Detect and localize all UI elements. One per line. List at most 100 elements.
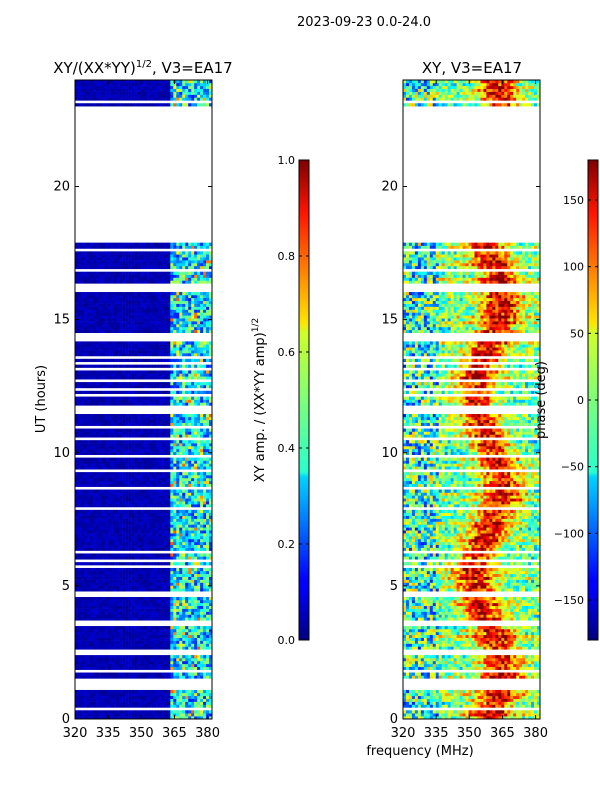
amp-heatmap-cell [98, 495, 103, 499]
amp-heatmap-cell [197, 480, 201, 485]
amp-heatmap-cell [86, 713, 91, 717]
amp-heatmap-cell [209, 472, 212, 476]
amp-heatmap-cell [197, 312, 201, 316]
amp-heatmap-cell [191, 480, 195, 485]
amp-heatmap-cell [107, 658, 112, 662]
amp-heatmap-cell [110, 562, 115, 566]
amp-heatmap-cell [113, 419, 117, 424]
amp-heatmap-cell [128, 588, 132, 592]
amp-heatmap-cell [107, 631, 112, 636]
amp-heatmap-cell [110, 512, 115, 516]
amp-heatmap-cell [113, 475, 117, 479]
amp-heatmap-cell [194, 660, 198, 665]
amp-heatmap-cell [75, 640, 79, 644]
amp-heatmap-cell [158, 434, 162, 438]
amp-heatmap-cell [75, 306, 79, 310]
amp-heatmap-cell [107, 672, 112, 676]
amp-heatmap-cell [77, 570, 82, 575]
amp-heatmap-cell [173, 434, 177, 438]
amp-heatmap-cell [140, 716, 144, 719]
amp-heatmap-cell [134, 396, 138, 400]
amp-heatmap-cell [122, 428, 126, 432]
amp-heatmap-cell [170, 634, 174, 638]
amp-heatmap-cell [146, 451, 150, 455]
amp-heatmap-cell [143, 341, 147, 345]
amp-heatmap-cell [83, 626, 88, 630]
amp-heatmap-cell [143, 457, 147, 461]
amp-heatmap-cell [134, 704, 138, 708]
amp-heatmap-cell [140, 536, 144, 540]
amp-heatmap-cell [173, 637, 177, 641]
amp-heatmap-cell [206, 541, 210, 546]
amp-heatmap-cell [98, 312, 103, 316]
amp-heatmap-cell [143, 501, 147, 505]
amp-heatmap-cell [167, 605, 171, 609]
amp-heatmap-cell [155, 402, 159, 406]
amp-heatmap-cell [149, 457, 153, 461]
amp-heatmap-cell [146, 419, 150, 424]
amp-heatmap-cell [86, 521, 91, 525]
amp-heatmap-cell [101, 431, 106, 435]
amp-heatmap-cell [89, 318, 94, 322]
amp-heatmap-cell [173, 576, 177, 580]
amp-heatmap-cell [170, 602, 174, 607]
amp-heatmap-cell [149, 660, 153, 665]
amp-heatmap-cell [128, 521, 132, 525]
amp-heatmap-cell [89, 477, 94, 482]
amp-heatmap-cell [191, 530, 195, 534]
amp-heatmap-cell [185, 541, 189, 546]
amp-heatmap-cell [185, 460, 189, 464]
amp-heatmap-cell [170, 419, 174, 424]
amp-heatmap-cell [137, 599, 141, 604]
amp-heatmap-cell [134, 643, 138, 647]
amp-heatmap-cell [98, 527, 103, 531]
amp-heatmap-cell [140, 445, 144, 450]
amp-heatmap-cell [92, 562, 97, 566]
amp-heatmap-cell [83, 646, 88, 650]
amp-heatmap-cell [170, 504, 174, 508]
amp-heatmap-cell [170, 695, 174, 699]
amp-heatmap-cell [116, 457, 120, 461]
amp-heatmap-cell [197, 396, 201, 400]
amp-heatmap-cell [203, 643, 207, 647]
amp-heatmap-cell [104, 495, 109, 499]
amp-heatmap-cell [146, 553, 150, 557]
amp-heatmap-cell [152, 457, 156, 461]
amp-heatmap-cell [143, 710, 147, 714]
amp-heatmap-cell [116, 501, 120, 505]
amp-heatmap-cell [152, 515, 156, 519]
amp-heatmap-cell [167, 538, 171, 543]
amp-heatmap-cell [116, 666, 120, 670]
amp-heatmap-cell [161, 475, 165, 479]
amp-heatmap-cell [197, 477, 201, 482]
amp-heatmap-cell [128, 553, 132, 557]
amp-heatmap-cell [113, 530, 117, 534]
amp-heatmap-cell [197, 599, 201, 604]
amp-heatmap-cell [203, 329, 207, 333]
amp-heatmap-cell [116, 515, 120, 519]
amp-heatmap-cell [98, 370, 103, 374]
amp-heatmap-cell [137, 602, 141, 607]
amp-heatmap-cell [140, 344, 144, 348]
amp-heatmap-cell [122, 414, 126, 418]
amp-heatmap-cell [155, 501, 159, 505]
amp-heatmap-cell [98, 509, 103, 514]
amp-heatmap-cell [146, 576, 150, 580]
amp-heatmap-cell [146, 460, 150, 464]
amp-heatmap-cell [104, 538, 109, 543]
amp-heatmap-cell [179, 631, 183, 636]
amp-heatmap-cell [113, 477, 117, 482]
amp-heatmap-cell [86, 329, 91, 333]
amp-heatmap-cell [164, 689, 168, 694]
amp-heatmap-cell [128, 695, 132, 699]
amp-heatmap-cell [164, 599, 168, 604]
amp-heatmap-cell [143, 617, 147, 621]
amp-heatmap-cell [98, 344, 103, 348]
amp-heatmap-cell [197, 655, 201, 659]
amp-heatmap-cell [110, 457, 115, 461]
amp-heatmap-cell [75, 608, 79, 612]
amp-heatmap-cell [149, 329, 153, 333]
amp-heatmap-cell [98, 597, 103, 601]
amp-heatmap-cell [122, 597, 126, 601]
amp-heatmap-cell [185, 582, 189, 586]
